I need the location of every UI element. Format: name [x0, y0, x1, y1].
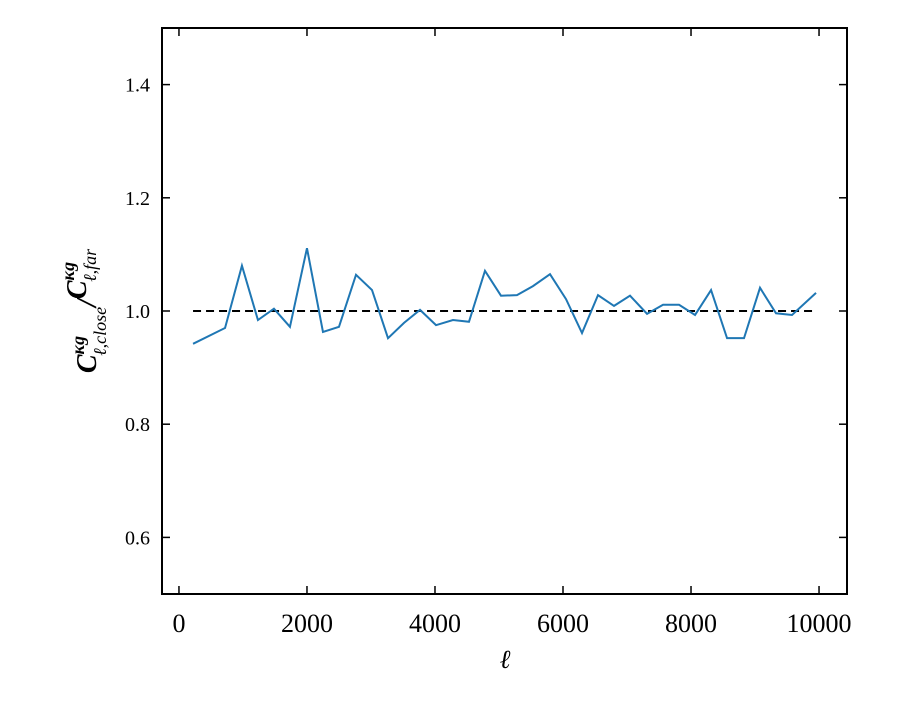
y-tick-label: 0.8: [125, 414, 150, 436]
data-line: [192, 247, 817, 345]
y-label-part: κg: [58, 262, 78, 281]
x-tick-label: 0: [172, 609, 185, 638]
x-tick-label: 4000: [409, 609, 461, 638]
y-label-part: κg: [68, 336, 88, 355]
y-axis-label: Cκg ℓ,close/Cκg ℓ,far: [58, 248, 110, 373]
x-tick-label: 6000: [537, 609, 589, 638]
y-tick-label: 1.0: [125, 301, 150, 323]
y-label-part: ℓ,far: [80, 248, 100, 282]
x-tick-label: 2000: [281, 609, 333, 638]
y-tick-label: 1.2: [125, 188, 150, 210]
y-tick-label: 1.4: [125, 75, 150, 97]
y-label-part: /: [72, 297, 103, 309]
y-tick-label: 0.6: [125, 527, 150, 549]
x-axis-label: ℓ: [500, 645, 511, 674]
x-tick-label: 10000: [787, 609, 852, 638]
x-tick-label: 8000: [665, 609, 717, 638]
y-label-part: C: [72, 354, 103, 373]
y-label-part: C: [62, 280, 93, 299]
y-label-part: ℓ,close: [90, 307, 110, 356]
